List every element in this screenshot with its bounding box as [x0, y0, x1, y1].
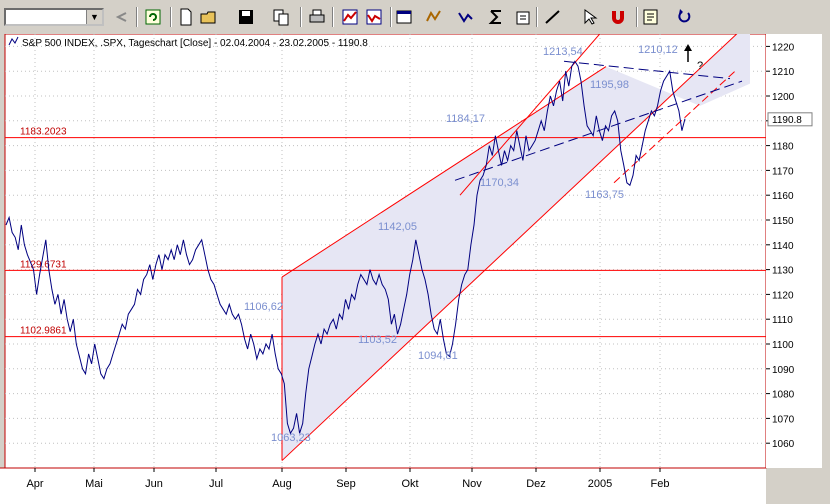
y-tick-label: 1120 [772, 290, 794, 301]
channel-lower-line [281, 34, 738, 461]
x-tick-label: Nov [462, 478, 482, 490]
channel-fill [282, 34, 750, 461]
chart-canvas[interactable]: 1183.2023 1129.6731 1102.9861 1106,62 1063,2… [0, 34, 822, 504]
y-tick-label: 1160 [772, 191, 794, 202]
draw-line-icon[interactable] [543, 7, 563, 27]
up-arrow-head [684, 44, 692, 51]
value-annotation: 1184,17 [446, 113, 485, 125]
value-annotation: 1106,62 [244, 301, 283, 313]
value-annotation: 1094,81 [418, 350, 458, 362]
y-tick-label: 1070 [772, 414, 795, 425]
y-tick-label: 1180 [772, 142, 794, 153]
y-axis-panel [766, 34, 822, 468]
toolbar-separator [536, 7, 538, 27]
x-tick-label: 2005 [588, 478, 612, 490]
properties-icon[interactable] [641, 7, 661, 27]
value-annotation: ? [697, 60, 703, 72]
y-tick-label: 1140 [772, 241, 794, 252]
copy-icon[interactable] [271, 7, 291, 27]
y-tick-label: 1110 [772, 315, 793, 326]
compare-icon[interactable] [456, 7, 476, 27]
print-icon[interactable] [307, 7, 327, 27]
chart-icon[interactable] [340, 7, 360, 27]
x-tick-label: Aug [272, 478, 292, 490]
trend-dashed-mid [454, 80, 743, 181]
toolbar-separator [390, 7, 392, 27]
x-tick-label: Sep [336, 478, 356, 490]
save-icon[interactable] [236, 7, 256, 27]
level-label: 1129.6731 [20, 259, 67, 270]
level-label: 1183.2023 [20, 127, 67, 138]
value-annotation: 1210,12 [638, 44, 678, 56]
y-tick-label: 1150 [772, 216, 794, 227]
value-annotation: 1213,54 [543, 46, 583, 58]
x-tick-label: Jul [209, 478, 223, 490]
value-annotation: 1163,75 [585, 189, 624, 201]
cursor-icon[interactable] [580, 7, 600, 27]
value-annotation: 1063,23 [271, 432, 311, 444]
x-tick-label: Jun [145, 478, 163, 490]
y-tick-label: 1090 [772, 365, 795, 376]
x-tick-label: Okt [401, 478, 418, 490]
toolbar: ▼ [0, 0, 830, 35]
chart2-icon[interactable] [364, 7, 384, 27]
toolbar-separator [136, 7, 138, 27]
y-tick-label: 1130 [772, 266, 794, 277]
trend-dashed-top [563, 60, 731, 80]
y-tick-label: 1080 [772, 390, 795, 401]
y-tick-label: 1200 [772, 92, 795, 103]
sigma-icon[interactable] [486, 7, 506, 27]
x-axis-panel [0, 468, 766, 504]
open-icon[interactable] [199, 7, 219, 27]
y-tick-label: 1170 [772, 166, 794, 177]
last-value-box [767, 112, 813, 127]
chevron-down-icon[interactable]: ▼ [86, 10, 102, 24]
value-annotation: 1142,05 [378, 221, 417, 233]
x-tick-label: Apr [26, 478, 43, 490]
options-icon[interactable] [514, 7, 534, 27]
line-chart-icon [8, 36, 19, 46]
x-tick-label: Mai [85, 478, 103, 490]
toolbar-separator [300, 7, 302, 27]
y-tick-label: 1100 [772, 340, 794, 351]
price-line [5, 60, 686, 435]
x-tick-label: Dez [526, 478, 546, 490]
x-tick-label: Feb [651, 478, 670, 490]
window-icon[interactable] [394, 7, 414, 27]
inner-upper-line [459, 34, 601, 196]
toolbar-separator [636, 7, 638, 27]
symbol-combo[interactable]: ▼ [4, 8, 104, 26]
last-value-label: 1190.8 [772, 115, 802, 126]
redo-icon[interactable] [674, 7, 694, 27]
undo-icon[interactable] [112, 7, 132, 27]
value-annotation: 1170,34 [480, 177, 519, 189]
y-tick-label: 1060 [772, 439, 795, 450]
inner-lower-dashed [613, 70, 736, 184]
refresh-icon[interactable] [143, 7, 163, 27]
new-icon[interactable] [176, 7, 196, 27]
level-label: 1102.9861 [20, 326, 67, 337]
right-strip [822, 34, 830, 504]
value-annotation: 1195,98 [590, 79, 629, 91]
y-tick-label: 1210 [772, 67, 795, 78]
magnet-icon[interactable] [608, 7, 628, 27]
value-annotation: 1103,52 [358, 334, 397, 346]
chart-title: S&P 500 INDEX, .SPX, Tageschart [Close] … [22, 38, 368, 49]
y-tick-label: 1220 [772, 42, 795, 53]
toolbar-separator [170, 7, 172, 27]
indicator-icon[interactable] [424, 7, 444, 27]
toolbar-separator [332, 7, 334, 27]
